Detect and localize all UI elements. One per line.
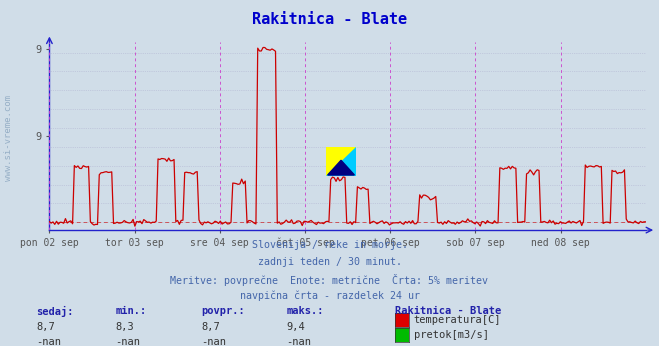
Polygon shape (328, 160, 355, 175)
Text: www.si-vreme.com: www.si-vreme.com (4, 95, 13, 181)
Text: maks.:: maks.: (287, 306, 324, 316)
Text: temperatura[C]: temperatura[C] (414, 315, 501, 325)
Text: 8,7: 8,7 (36, 322, 55, 333)
Text: -nan: -nan (115, 337, 140, 346)
Text: sedaj:: sedaj: (36, 306, 74, 317)
Text: Rakitnica - Blate: Rakitnica - Blate (395, 306, 501, 316)
Text: zadnji teden / 30 minut.: zadnji teden / 30 minut. (258, 257, 401, 267)
Text: -nan: -nan (287, 337, 312, 346)
Text: 8,3: 8,3 (115, 322, 134, 333)
Text: Slovenija / reke in morje.: Slovenija / reke in morje. (252, 240, 407, 251)
Text: povpr.:: povpr.: (201, 306, 244, 316)
Text: Meritve: povprečne  Enote: metrične  Črta: 5% meritev: Meritve: povprečne Enote: metrične Črta:… (171, 274, 488, 286)
Text: 9,4: 9,4 (287, 322, 305, 333)
Text: Rakitnica - Blate: Rakitnica - Blate (252, 12, 407, 27)
Text: min.:: min.: (115, 306, 146, 316)
Text: -nan: -nan (201, 337, 226, 346)
Polygon shape (326, 147, 356, 176)
Text: navpična črta - razdelek 24 ur: navpična črta - razdelek 24 ur (239, 290, 420, 301)
Text: -nan: -nan (36, 337, 61, 346)
Polygon shape (326, 147, 356, 176)
Text: pretok[m3/s]: pretok[m3/s] (414, 330, 489, 339)
Text: 8,7: 8,7 (201, 322, 219, 333)
